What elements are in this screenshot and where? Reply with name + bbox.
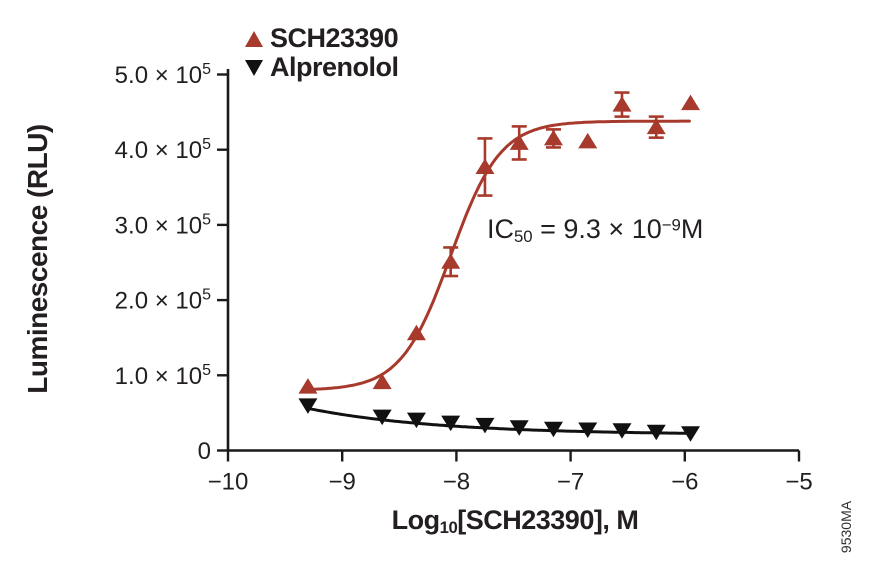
x-axis-title-rest: [SCH23390], M	[457, 505, 639, 535]
triangle-up-icon	[245, 30, 263, 47]
ic50-subscript: 50	[514, 227, 533, 247]
x-tick-label: −10	[208, 469, 249, 496]
data-point-sch23390	[475, 158, 495, 174]
ic50-mid: = 9.3 × 10	[532, 214, 662, 244]
y-axis-title: Luminescence (RLU)	[22, 49, 54, 469]
figure-part-number-text: 9530MA	[838, 500, 854, 554]
y-tick-label: 5.0 × 105	[115, 61, 211, 89]
data-point-alprenolol	[646, 424, 666, 441]
x-tick-label: −5	[785, 469, 812, 496]
data-point-sch23390	[509, 134, 529, 150]
y-tick-label: 4.0 × 105	[115, 136, 211, 164]
ic50-prefix: IC	[487, 214, 514, 244]
data-point-alprenolol	[372, 409, 392, 426]
data-point-alprenolol	[475, 417, 495, 434]
legend-label-sch23390: SCH23390	[270, 23, 399, 53]
data-point-alprenolol	[509, 420, 529, 436]
x-axis-title-subscript: 10	[439, 518, 458, 538]
y-tick-label: 2.0 × 105	[115, 287, 211, 315]
figure-part-number: 9530MA	[838, 497, 854, 557]
ic50-annotation: IC50 = 9.3 × 10−9M	[487, 214, 703, 247]
y-axis-title-text: Luminescence (RLU)	[22, 124, 53, 394]
data-point-sch23390	[372, 373, 392, 390]
fit-curve-sch23390	[306, 119, 691, 391]
data-point-alprenolol	[406, 412, 426, 429]
legend-label-alprenolol: Alprenolol	[270, 52, 399, 82]
x-tick-label: −9	[329, 469, 356, 496]
ic50-suffix: M	[680, 214, 704, 244]
data-point-sch23390	[578, 132, 598, 149]
y-tick-label: 1.0 × 105	[115, 362, 211, 390]
data-point-alprenolol	[612, 423, 632, 439]
fit-curve-alprenolol	[306, 406, 691, 435]
data-point-sch23390	[441, 253, 461, 269]
data-point-alprenolol	[681, 426, 701, 442]
x-tick-label: −7	[557, 469, 584, 496]
x-tick-label: −6	[671, 469, 698, 496]
data-point-sch23390	[681, 94, 701, 111]
legend-item-alprenolol: Alprenolol	[245, 52, 399, 82]
x-axis-title: Log10[SCH23390], M	[315, 505, 715, 538]
triangle-down-icon	[245, 59, 263, 76]
data-point-sch23390	[543, 129, 563, 146]
x-axis-title-prefix: Log	[391, 505, 440, 535]
ic50-superscript: −9	[661, 215, 681, 235]
legend-item-sch23390: SCH23390	[245, 23, 399, 53]
x-tick-label: −8	[443, 469, 470, 496]
data-point-alprenolol	[441, 415, 461, 432]
data-point-sch23390	[646, 118, 666, 135]
data-point-alprenolol	[578, 422, 598, 438]
legend: SCH23390 Alprenolol	[245, 23, 399, 82]
data-point-sch23390	[298, 378, 318, 394]
data-point-sch23390	[612, 96, 632, 112]
data-point-alprenolol	[543, 421, 563, 438]
y-tick-label: 0	[198, 438, 211, 465]
data-point-sch23390	[406, 324, 426, 341]
y-tick-label: 3.0 × 105	[115, 211, 211, 239]
data-point-alprenolol	[298, 398, 318, 414]
